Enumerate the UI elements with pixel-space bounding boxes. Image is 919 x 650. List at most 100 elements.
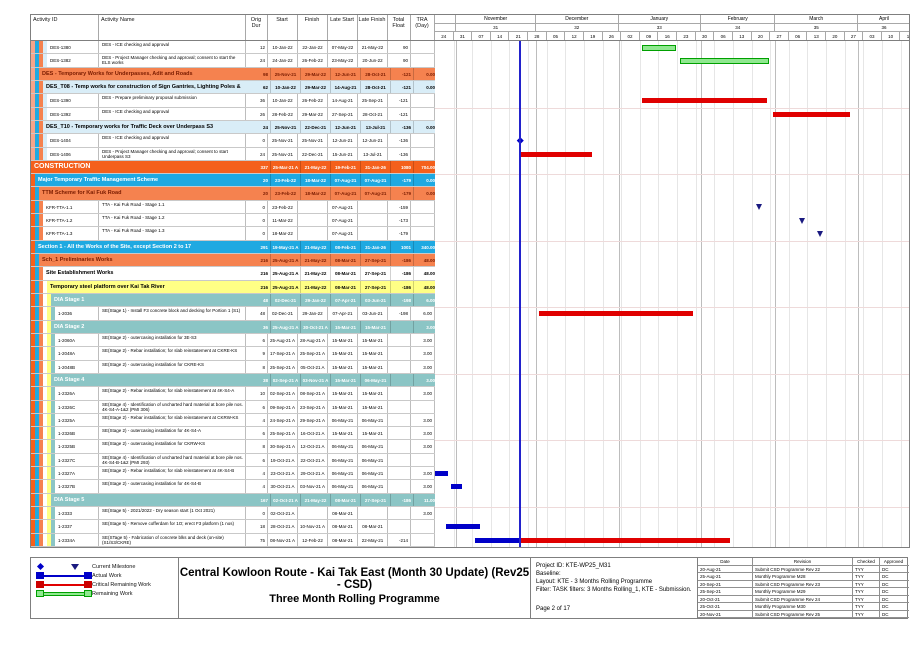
row-gridline [435,240,909,242]
actual-bar [445,524,481,530]
activity-value-cell: 07-May-22 [328,41,358,54]
filter-name: Filter: TASK filters: 3 Months Rolling_1… [536,587,692,593]
column-header: Activity ID [31,15,99,40]
week-tick: 26 [603,32,622,40]
activity-value-cell: 06-May-21 [358,480,388,493]
activity-row: 1-2333 SE(Stage 5) - 2021/2022 - Dry seas… [31,507,435,521]
group-value-cell: 20 [249,174,271,187]
revision-cell: 25-Sep-21 [698,588,753,595]
group-band-strip [43,320,47,333]
group-band-strip [31,280,35,293]
activity-value-cell: 12-Oct-21 A [298,440,328,453]
group-band-strip [39,41,43,54]
week-gridline [453,41,455,547]
remaining-bar [679,58,770,65]
activity-value-cell: 4 [246,467,268,480]
revision-cell: DC [882,574,889,579]
group-value-cell: 25-Mar-21 A [271,160,301,174]
activity-row: DES-1406 DES - Project Manager checking a… [31,147,435,161]
activity-value-cell: 36 [246,94,268,107]
group-band-strip [35,67,39,80]
revision-cell: 20-Aug-21 [698,565,753,572]
week-tick: 06 [789,32,808,40]
actual-bar [435,471,449,477]
group-band-strip [31,387,35,400]
activity-id-cell: 1-2326C [55,400,99,413]
activity-value-cell [388,520,411,533]
group-value-cell: 30-Oct-21 A [301,320,331,333]
group-band-strip [31,440,35,453]
group-value-cell: 07-Aug-21 [361,174,391,187]
group-band-strip [39,147,43,160]
activity-value-cell [388,467,411,480]
group-band-strip [39,427,43,440]
group-band-strip [51,507,55,520]
timeline-months-row: November December January February March Apri… [435,15,909,24]
group-band-strip [39,294,43,307]
group-band-strip [39,280,43,293]
group-band-strip [35,107,39,120]
revision-header-cell: Revision [753,558,853,565]
activity-name-cell: SE(Stage 2) - Rebar installation; for sl… [99,387,246,400]
group-band-strip [31,41,35,54]
activity-value-cell: 26 [246,107,268,120]
activity-value-cell: 3.00 [411,467,435,480]
activity-value-cell [388,347,411,360]
group-band-strip [43,41,47,54]
activity-id-cell: KFR-TTA-1.1 [43,200,99,214]
group-band-strip [47,400,51,413]
group-band-strip [35,373,39,387]
group-value-cell: 21-May-22 [301,493,331,507]
week-gridline [565,41,567,547]
activity-id-cell: DES-1390 [47,94,99,107]
activity-id-cell: 1-2036 [55,307,99,320]
group-name: DES_T10 - Temporary works for Traffic De… [46,123,214,130]
month-gridline [456,41,458,547]
week-gridline [881,41,883,547]
activity-value-cell: 06-May-21 [328,453,358,467]
group-band-strip [39,347,43,360]
activity-value-cell: -136 [388,147,411,160]
activity-id-cell: 1-2325A [55,413,99,427]
week-gridline [751,41,753,547]
group-band-strip [47,427,51,440]
activity-value-cell: 75 [246,533,268,546]
week-gridline [807,41,809,547]
activity-id-cell: 1-2060A [55,333,99,347]
activity-value-cell: 07-Aug-21 [328,227,358,240]
month-label: April [857,15,909,24]
group-band-strip [31,254,35,267]
group-name: DES - Temporary Works for Underpasses, A… [42,70,193,77]
group-value-cell: 02-Oct-21 A [271,493,301,507]
activity-value-cell: 06-May-21 [328,440,358,453]
activity-value-cell: 24 [246,147,268,160]
activity-value-cell: 12-Jun-21 [358,134,388,147]
activity-name-cell: SE(Stage 5) - 2021/2022 - Dry season sta… [99,507,246,520]
group-band-strip [43,400,47,413]
group-value-cell: 02-Dec-21 [271,294,301,307]
activity-value-cell: 23-Sep-21 A [298,400,328,413]
group-band-strip [35,320,39,333]
group-value-cell: 0.00 [414,174,435,186]
week-tick: 27 [845,32,864,40]
row-gridline [435,507,909,509]
activity-name-cell: DES - ICE checking and approval [99,134,246,147]
group-band-strip [31,200,35,214]
group-name: Sch_1 Preliminaries Works [42,257,113,264]
activity-name-cell: DES - Prepare preliminary proposal submi… [99,94,246,107]
activity-value-cell: 21-May-22 [358,41,388,54]
group-value-cell: 216 [249,254,271,267]
group-band-strip [51,440,55,453]
group-value-cell: 27-Sep-21 [361,493,391,507]
revision-cell: DC [882,581,889,587]
revision-row: 20-Sep-21 Submit CSD Programme Rev 23 TYY D… [698,580,909,588]
group-value-cell [391,320,414,333]
group-band-strip [39,520,43,533]
activity-value-cell: 6 [246,400,268,413]
group-band-strip [47,307,51,320]
group-band-strip [35,520,39,533]
activity-value-cell: 25-Nov-21 [298,134,328,147]
group-band-strip [51,333,55,347]
table-column-headers: Activity ID Activity Name Orig Dur Start Fin… [31,15,435,41]
month-number: 36 [857,24,909,32]
